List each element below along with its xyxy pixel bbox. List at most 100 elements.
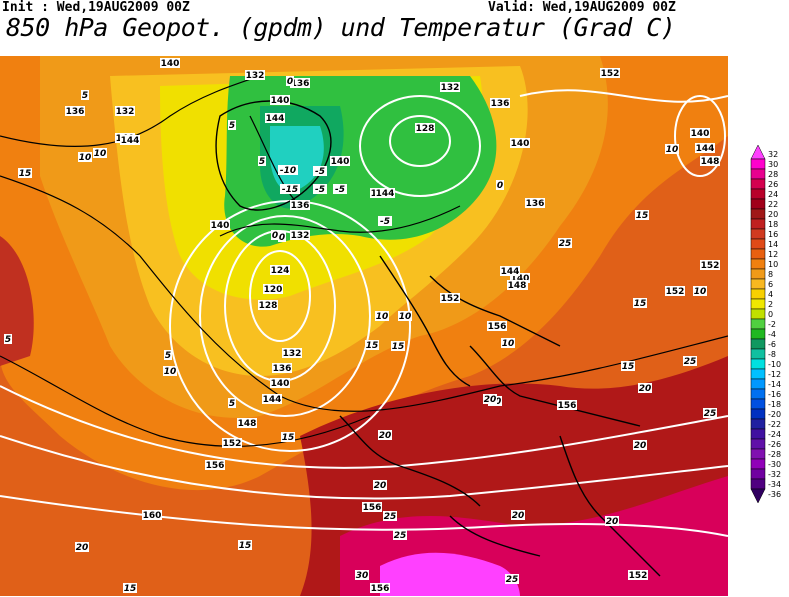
temperature-label-bg [501,338,515,348]
temperature-label: 0 [497,181,503,191]
colorbar-tick-label: 10 [768,260,778,269]
temperature-label-bg [391,341,405,351]
geopotential-label: 120 [264,285,283,295]
colorbar-cell [750,418,766,430]
temperature-label: 20 [606,517,619,527]
geopotential-label-bg [265,113,285,123]
geopotential-label-bg [490,98,510,108]
colorbar-cell [750,358,766,370]
temperature-label: 25 [559,239,572,249]
temperature-label: 5 [5,335,11,345]
colorbar-tick-label: -30 [768,460,781,469]
geopotential-label: 156 [371,584,390,594]
geopotential-label: 144 [696,144,715,154]
geopotential-label-bg [245,70,265,80]
geopotential-label: 148 [701,157,720,167]
geopotential-label-bg [262,394,282,404]
geopotential-label: 156 [206,461,225,471]
colorbar-cell [750,228,766,240]
temperature-label: 20 [374,481,387,491]
temperature-label: 15 [366,341,379,351]
temperature-label: 25 [506,575,519,585]
geopotential-label: 136 [273,364,292,374]
colorbar-tick-label: 32 [768,150,778,159]
temperature-label-bg [665,144,679,154]
temperature-label-bg [313,166,327,176]
geopotential-label-bg [142,510,162,520]
temperature-label: 10 [79,153,92,163]
temperature-label-bg [635,210,649,220]
temperature-label: 0 [272,231,278,241]
geopotential-label-bg [290,200,310,210]
temperature-label: 15 [239,541,252,551]
geopotential-label-bg [600,68,620,78]
colorbar-cell [750,188,766,200]
geopotential-label-bg [510,273,530,283]
colorbar-tick-label: 8 [768,270,773,279]
temperature-label: 5 [229,121,235,131]
geopotential-label: 152 [223,439,242,449]
geopotential-label: 156 [558,401,577,411]
temperature-label: 25 [384,512,397,522]
geopotential-label: 156 [488,322,507,332]
colorbar-tick-label: 16 [768,230,778,239]
temperature-label: 0 [287,77,293,87]
temperature-label: -5 [315,185,325,195]
geopotential-label-bg [440,82,460,92]
geopotential-label-bg [500,266,520,276]
colorbar-tick-label: 20 [768,210,778,219]
geopotential-label: 144 [263,395,282,405]
temperature-label-bg [258,156,266,166]
colorbar-tick-label: 26 [768,180,778,189]
colorbar-tick-label: 6 [768,280,773,289]
colorbar-cell [750,298,766,310]
colorbar-tick-label: -16 [768,390,781,399]
temperature-label: 10 [94,149,107,159]
temperature-label: 20 [484,395,497,405]
temperature-label-bg [365,340,379,350]
geopotential-label: 160 [143,511,162,521]
colorbar-tick-label: -20 [768,410,781,419]
colorbar-tick-label: -14 [768,380,781,389]
temperature-label-group: 5101510550-5-10-15-50-5-5501015152010510… [4,76,717,594]
temperature-label-bg [238,540,252,550]
geopotential-label: 136 [526,199,545,209]
geopotential-label-bg [440,293,460,303]
colorbar-cell [750,308,766,320]
geopotential-label: 152 [629,571,648,581]
temperature-label-bg [278,165,298,175]
colorbar-tick-label: -10 [768,360,781,369]
colorbar-cell [750,368,766,380]
colorbar-tick-label: 4 [768,290,773,299]
colorbar-cell [750,248,766,260]
geopotential-label-bg [237,418,257,428]
temperature-label-bg [280,184,300,194]
temperature-label: 20 [76,543,89,553]
weather-map: 1401321361401441321361401321281361401361… [0,56,728,596]
temperature-label-bg [398,311,412,321]
colorbar-tick-label: -32 [768,470,781,479]
temperature-label: 15 [634,299,647,309]
geopotential-label: 128 [416,124,435,134]
temperature-label-bg [683,356,697,366]
temperature-label-bg [703,408,717,418]
colorbar-tick-label: 30 [768,160,778,169]
geopotential-label-bg [700,156,720,166]
temperature-label-bg [4,334,12,344]
temperature-label: 10 [666,145,679,155]
geopotential-label-bg [270,378,290,388]
colorbar-tick-label: 28 [768,170,778,179]
colorbar-cell [750,278,766,290]
temperature-label-bg [638,383,652,393]
geopotential-label: 140 [511,274,530,284]
temperature-label: 10 [164,367,177,377]
geopotential-label: 140 [271,379,290,389]
colorbar-tick-label: -34 [768,480,781,489]
temperature-label-bg [333,184,347,194]
temperature-label-bg [93,148,107,158]
temperature-label: 30 [356,571,369,581]
geopotential-label: 132 [441,83,460,93]
temperature-label: 5 [165,351,171,361]
geopotential-label: 132 [116,107,135,117]
colorbar-tick-label: 18 [768,220,778,229]
